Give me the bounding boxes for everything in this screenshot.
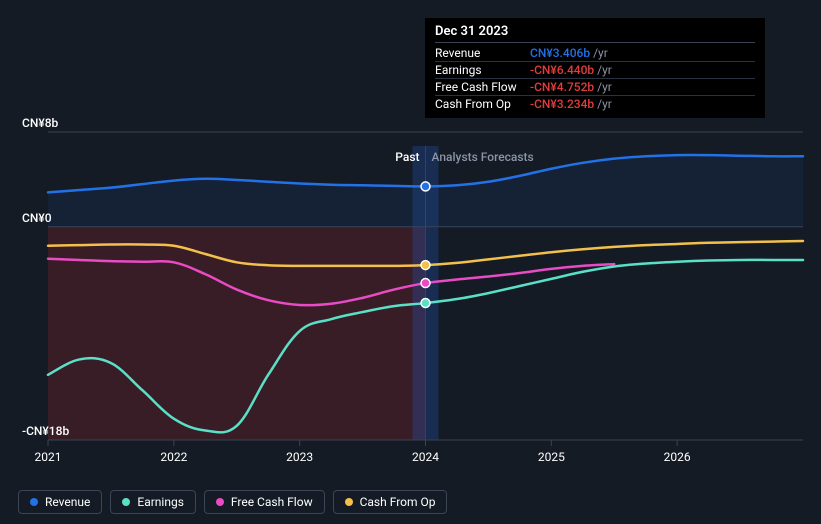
tooltip-row: Cash From Op-CN¥3.234b/yr <box>435 96 755 112</box>
x-axis-label: 2026 <box>664 450 691 464</box>
legend-dot-icon <box>216 498 224 506</box>
x-axis-label: 2022 <box>160 450 187 464</box>
tooltip-row: RevenueCN¥3.406b/yr <box>435 45 755 62</box>
tooltip-row-value: -CN¥3.234b <box>530 97 594 111</box>
tooltip-row-label: Earnings <box>435 63 530 77</box>
marker-earnings <box>421 299 430 308</box>
x-axis-label: 2021 <box>35 450 62 464</box>
tooltip-row: Earnings-CN¥6.440b/yr <box>435 62 755 79</box>
legend-item-cfo[interactable]: Cash From Op <box>333 490 448 514</box>
y-axis-label: CN¥0 <box>22 211 52 225</box>
financial-chart: Dec 31 2023 RevenueCN¥3.406b/yrEarnings-… <box>0 0 821 524</box>
tooltip-date: Dec 31 2023 <box>435 24 755 43</box>
marker-cfo <box>421 261 430 270</box>
legend-item-revenue[interactable]: Revenue <box>18 490 102 514</box>
legend-item-label: Cash From Op <box>360 495 436 509</box>
marker-fcf <box>421 279 430 288</box>
tooltip-row-unit: /yr <box>597 97 612 111</box>
y-axis-label: CN¥8b <box>22 116 58 130</box>
legend-item-label: Earnings <box>137 495 184 509</box>
tooltip-row-label: Revenue <box>435 46 530 60</box>
legend-item-label: Revenue <box>45 495 90 509</box>
forecast-section-label: Analysts Forecasts <box>432 150 534 164</box>
tooltip-row-label: Free Cash Flow <box>435 80 530 94</box>
y-axis-label: -CN¥18b <box>22 424 69 438</box>
legend-item-fcf[interactable]: Free Cash Flow <box>204 490 325 514</box>
legend-item-label: Free Cash Flow <box>231 495 313 509</box>
legend-dot-icon <box>122 498 130 506</box>
legend-dot-icon <box>345 498 353 506</box>
hover-tooltip: Dec 31 2023 RevenueCN¥3.406b/yrEarnings-… <box>425 18 765 118</box>
tooltip-row-unit: /yr <box>597 80 612 94</box>
x-axis-label: 2025 <box>538 450 565 464</box>
legend-item-earnings[interactable]: Earnings <box>110 490 196 514</box>
tooltip-row-value: -CN¥6.440b <box>530 63 594 77</box>
tooltip-row-unit: /yr <box>597 63 612 77</box>
tooltip-row-unit: /yr <box>593 46 608 60</box>
legend: Revenue Earnings Free Cash Flow Cash From O… <box>18 490 447 514</box>
x-axis-label: 2024 <box>412 450 439 464</box>
tooltip-row-value: -CN¥4.752b <box>530 80 594 94</box>
legend-dot-icon <box>30 498 38 506</box>
x-axis-label: 2023 <box>286 450 313 464</box>
tooltip-row-value: CN¥3.406b <box>530 46 590 60</box>
tooltip-row: Free Cash Flow-CN¥4.752b/yr <box>435 79 755 96</box>
tooltip-row-label: Cash From Op <box>435 97 530 111</box>
marker-revenue <box>421 182 430 191</box>
past-section-label: Past <box>395 150 419 164</box>
